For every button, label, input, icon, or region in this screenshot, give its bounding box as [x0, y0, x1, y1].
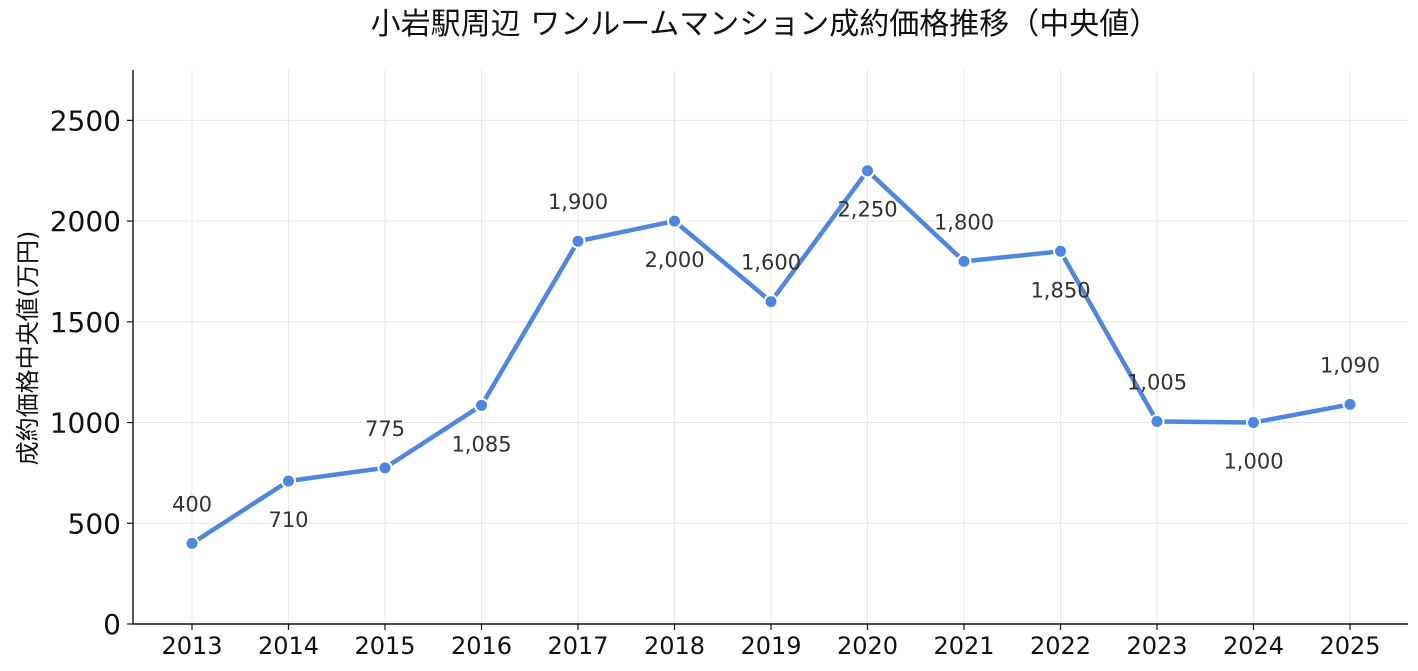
x-tick-label: 2018	[644, 632, 705, 660]
data-label: 1,090	[1320, 353, 1380, 377]
data-point	[763, 294, 779, 310]
x-tick-label: 2019	[740, 632, 801, 660]
data-label: 400	[172, 492, 212, 516]
data-label: 710	[268, 508, 308, 532]
y-tick-label: 500	[68, 507, 121, 540]
data-point	[1246, 415, 1261, 431]
data-label: 2,250	[837, 198, 897, 222]
x-tick-label: 2024	[1223, 632, 1284, 660]
data-point	[570, 233, 586, 249]
data-label: 1,085	[451, 432, 511, 456]
x-tick-label: 2013	[161, 632, 222, 660]
data-point	[474, 397, 489, 413]
chart-title: 小岩駅周辺 ワンルームマンション成約価格推移（中央値）	[371, 7, 1160, 42]
x-tick-label: 2023	[1126, 632, 1187, 660]
data-series	[184, 163, 1358, 551]
data-point	[1053, 243, 1068, 259]
x-tick-label: 2022	[1030, 632, 1091, 660]
data-label: 1,900	[548, 190, 608, 214]
data-label: 2,000	[644, 248, 704, 272]
y-axis-label: 成約価格中央値(万円)	[14, 231, 42, 466]
x-tick-label: 2017	[547, 632, 608, 660]
data-label: 1,600	[741, 251, 801, 275]
x-tick-label: 2020	[837, 632, 898, 660]
axes: 0 500 1000 1500 2000 2500 2013 2014 2015 2016 2017…	[50, 70, 1408, 660]
data-point	[281, 473, 296, 489]
y-tick-label: 0	[103, 608, 121, 641]
x-tick-label: 2016	[451, 632, 512, 660]
data-label: 1,850	[1030, 278, 1090, 302]
data-point	[377, 460, 393, 476]
data-point	[1342, 396, 1358, 412]
x-tick-label: 2025	[1319, 632, 1380, 660]
data-point	[1149, 414, 1165, 430]
data-point	[667, 213, 682, 229]
grid-lines	[133, 70, 1408, 624]
y-tick-label: 2000	[50, 205, 121, 238]
x-tick-label: 2014	[258, 632, 319, 660]
data-point	[184, 535, 200, 551]
y-tick-label: 2500	[50, 104, 121, 137]
data-point	[860, 163, 875, 179]
x-tick-label: 2021	[933, 632, 994, 660]
data-point	[956, 253, 972, 269]
y-tick-label: 1500	[50, 306, 121, 339]
data-label: 1,000	[1223, 450, 1283, 474]
y-tick-label: 1000	[50, 407, 121, 440]
data-labels: 400 710 775 1,085 1,900 2,000 1,600 2,250 1,800 1…	[172, 190, 1380, 532]
data-label: 1,005	[1127, 371, 1187, 395]
data-label: 1,800	[934, 210, 994, 234]
data-label: 775	[365, 417, 405, 441]
x-tick-label: 2015	[354, 632, 415, 660]
